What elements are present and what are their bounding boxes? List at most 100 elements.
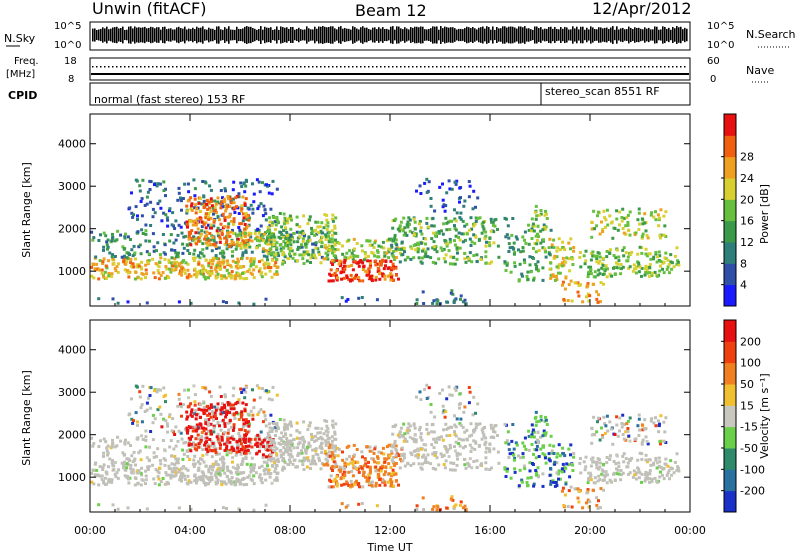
freq-dot bbox=[628, 66, 630, 68]
velocity-cell bbox=[193, 465, 196, 468]
velocity-cell bbox=[91, 445, 94, 448]
power-cell bbox=[174, 219, 177, 222]
power-cell bbox=[268, 216, 271, 219]
velocity-cell bbox=[241, 402, 244, 405]
power-cell bbox=[384, 278, 387, 281]
velocity-cell bbox=[555, 456, 558, 459]
freq-dot bbox=[636, 66, 638, 68]
velocity-cell bbox=[227, 432, 230, 435]
power-cell bbox=[485, 262, 488, 265]
nsky-bar bbox=[510, 26, 512, 43]
velocity-cell bbox=[104, 440, 107, 443]
power-cell bbox=[578, 256, 581, 259]
power-cell bbox=[362, 265, 365, 268]
velocity-cell bbox=[105, 471, 108, 474]
power-cell bbox=[218, 236, 221, 239]
power-cell bbox=[201, 242, 204, 245]
velocity-cell bbox=[207, 482, 210, 485]
power-cell bbox=[217, 273, 220, 276]
power-cell bbox=[364, 270, 367, 273]
freq-dot bbox=[196, 66, 198, 68]
velocity-cell bbox=[324, 450, 327, 453]
power-cell bbox=[148, 240, 151, 243]
power-cell bbox=[426, 255, 429, 258]
power-cell bbox=[377, 245, 380, 248]
velocity-cell bbox=[564, 494, 567, 497]
freq-label-2: [MHz] bbox=[6, 69, 35, 80]
velocity-cell bbox=[572, 452, 575, 455]
velocity-cell bbox=[177, 470, 180, 473]
freq-dot bbox=[360, 66, 362, 68]
power-cell bbox=[201, 248, 204, 251]
velocity-cell bbox=[147, 467, 150, 470]
power-cell bbox=[605, 264, 608, 267]
power-cell bbox=[294, 253, 297, 256]
freq-dot bbox=[472, 66, 474, 68]
velocity-cell bbox=[187, 389, 190, 392]
velocity-cell bbox=[334, 433, 337, 436]
power-cell bbox=[340, 278, 343, 281]
power-cell bbox=[173, 262, 176, 265]
velocity-cell bbox=[565, 462, 568, 465]
power-cell bbox=[112, 262, 115, 265]
power-cell bbox=[456, 247, 459, 250]
velocity-cell bbox=[290, 425, 293, 428]
freq-dot bbox=[320, 66, 322, 68]
power-cell bbox=[170, 233, 173, 236]
power-cell bbox=[253, 257, 256, 260]
power-cell bbox=[535, 214, 538, 217]
power-cell bbox=[240, 236, 243, 239]
power-cell bbox=[535, 250, 538, 253]
power-cell bbox=[268, 252, 271, 255]
velocity-cell bbox=[506, 470, 509, 473]
power-cell bbox=[601, 230, 604, 233]
freq-dot bbox=[584, 66, 586, 68]
power-cell bbox=[220, 223, 223, 226]
freq-dot bbox=[184, 66, 186, 68]
power-cell bbox=[110, 275, 113, 278]
nsky-bar bbox=[542, 29, 544, 40]
velocity-cell bbox=[332, 426, 335, 429]
power-cell bbox=[350, 264, 353, 267]
nsky-bar bbox=[524, 26, 526, 44]
velocity-cell bbox=[272, 449, 275, 452]
velocity-cell bbox=[453, 445, 456, 448]
velocity-cell bbox=[140, 483, 143, 486]
velocity-cell bbox=[132, 460, 135, 463]
power-cell bbox=[148, 252, 151, 255]
velocity-cell bbox=[166, 422, 169, 425]
velocity-cell bbox=[243, 434, 246, 437]
velocity-cell bbox=[456, 458, 459, 461]
velocity-cell bbox=[117, 468, 120, 471]
nsky-bar bbox=[628, 27, 630, 44]
velocity-cell bbox=[271, 465, 274, 468]
nsky-bar bbox=[270, 27, 272, 43]
velocity-cell bbox=[238, 450, 241, 453]
power-cell bbox=[262, 205, 265, 208]
power-cell bbox=[253, 193, 256, 196]
velocity-cell bbox=[400, 427, 403, 430]
freq-dot bbox=[412, 66, 414, 68]
velocity-cell bbox=[507, 443, 510, 446]
velocity-cell bbox=[321, 442, 324, 445]
velocity-cell bbox=[168, 446, 171, 449]
velocity-cell bbox=[658, 457, 661, 460]
power-cell bbox=[401, 241, 404, 244]
freq-dot bbox=[332, 66, 334, 68]
power-cell bbox=[314, 257, 317, 260]
velocity-cell bbox=[265, 389, 268, 392]
power-cell bbox=[102, 246, 105, 249]
velocity-cell bbox=[350, 480, 353, 483]
velocity-cell bbox=[144, 430, 147, 433]
power-cell bbox=[559, 248, 562, 251]
nsky-bar bbox=[540, 27, 542, 43]
velocity-cell bbox=[630, 457, 633, 460]
velocity-cell bbox=[99, 439, 102, 442]
velocity-cell bbox=[268, 398, 271, 401]
velocity-cell bbox=[534, 469, 537, 472]
velocity-cell bbox=[219, 409, 222, 412]
power-cell bbox=[152, 232, 155, 235]
freq-dot bbox=[468, 66, 470, 68]
power-cell bbox=[459, 196, 462, 199]
freq-dot bbox=[664, 66, 666, 68]
